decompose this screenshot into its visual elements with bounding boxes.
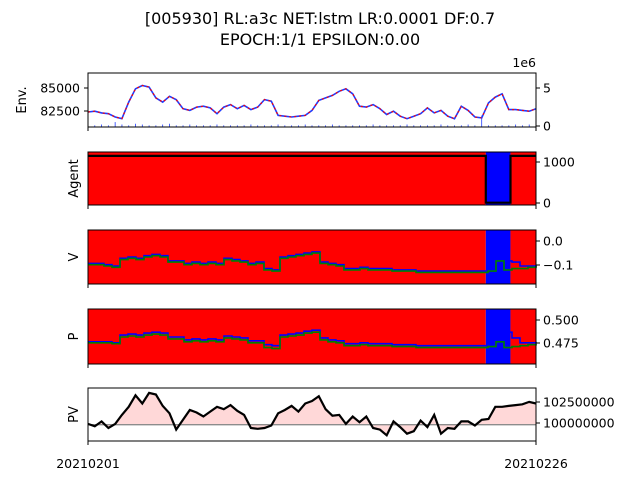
right-axis-offset-label: 1e6 — [512, 55, 536, 70]
y-axis-label: P — [67, 332, 82, 340]
left-tick-label: 82500 — [40, 104, 80, 119]
panel-agent: 1000 0 Agent — [67, 151, 575, 211]
y-axis-label: Agent — [67, 159, 82, 197]
series-line-policy-buy — [88, 319, 537, 347]
y-axis-label: PV — [67, 406, 82, 423]
series-line-price-marks — [87, 84, 537, 120]
title-line-2: EPOCH:1/1 EPSILON:0.00 — [220, 30, 420, 49]
title-line-1: [005930] RL:a3c NET:lstm LR:0.0001 DF:0.… — [145, 9, 495, 28]
action-band-buy — [485, 152, 511, 205]
right-tick-label: 5 — [543, 81, 551, 96]
x-tick-label-start: 20210201 — [56, 456, 120, 471]
right-tick-label: 0 — [543, 119, 551, 134]
panel-frame — [87, 387, 537, 442]
right-tick-label: 0 — [543, 196, 551, 211]
series-line-policy-sell — [88, 331, 537, 350]
right-tick-label: 102500000 — [543, 395, 615, 410]
right-tick-label: 0.475 — [543, 336, 579, 351]
action-band-sell — [510, 230, 536, 284]
right-tick-label: 1000 — [543, 155, 575, 170]
panel-env: 5 0 85000 82500 1e6 Env. — [15, 55, 551, 134]
series-line-price — [87, 84, 537, 120]
pv-deviation-fill — [88, 392, 536, 436]
action-band-sell — [510, 152, 536, 205]
chart-panels: 5 0 85000 82500 1e6 Env. 1000 0 Agent 0.0 −0.1 V 0.5… — [15, 55, 615, 445]
series-line-holdings — [88, 154, 536, 204]
action-band-buy — [485, 230, 511, 284]
panel-p: 0.500 0.475 P — [67, 308, 579, 368]
action-band-sell — [510, 309, 536, 364]
chart-title: [005930] RL:a3c NET:lstm LR:0.0001 DF:0.… — [145, 9, 495, 49]
panel-frame — [87, 151, 537, 206]
right-tick-label: 0.0 — [543, 234, 563, 249]
panel-v: 0.0 −0.1 V — [67, 229, 573, 288]
left-tick-label: 85000 — [40, 81, 80, 96]
x-axis-ticks: 20210201 20210226 — [56, 456, 568, 471]
right-tick-label: 100000000 — [543, 416, 615, 431]
panel-pv: 102500000 100000000 PV — [67, 387, 615, 445]
action-band-sell — [88, 152, 486, 205]
right-tick-label: −0.1 — [543, 258, 573, 273]
series-line-portfolio-value — [87, 391, 537, 438]
y-axis-label: Env. — [15, 86, 30, 113]
action-band-buy — [485, 309, 511, 364]
series-line-value-buy — [88, 251, 537, 272]
x-tick-label-end: 20210226 — [504, 456, 568, 471]
y-axis-label: V — [67, 252, 82, 261]
series-line-value-sell — [88, 252, 537, 274]
panel-frame — [87, 229, 537, 285]
panel-frame — [87, 308, 537, 365]
panel-frame — [87, 72, 537, 128]
right-tick-label: 0.500 — [543, 313, 579, 328]
